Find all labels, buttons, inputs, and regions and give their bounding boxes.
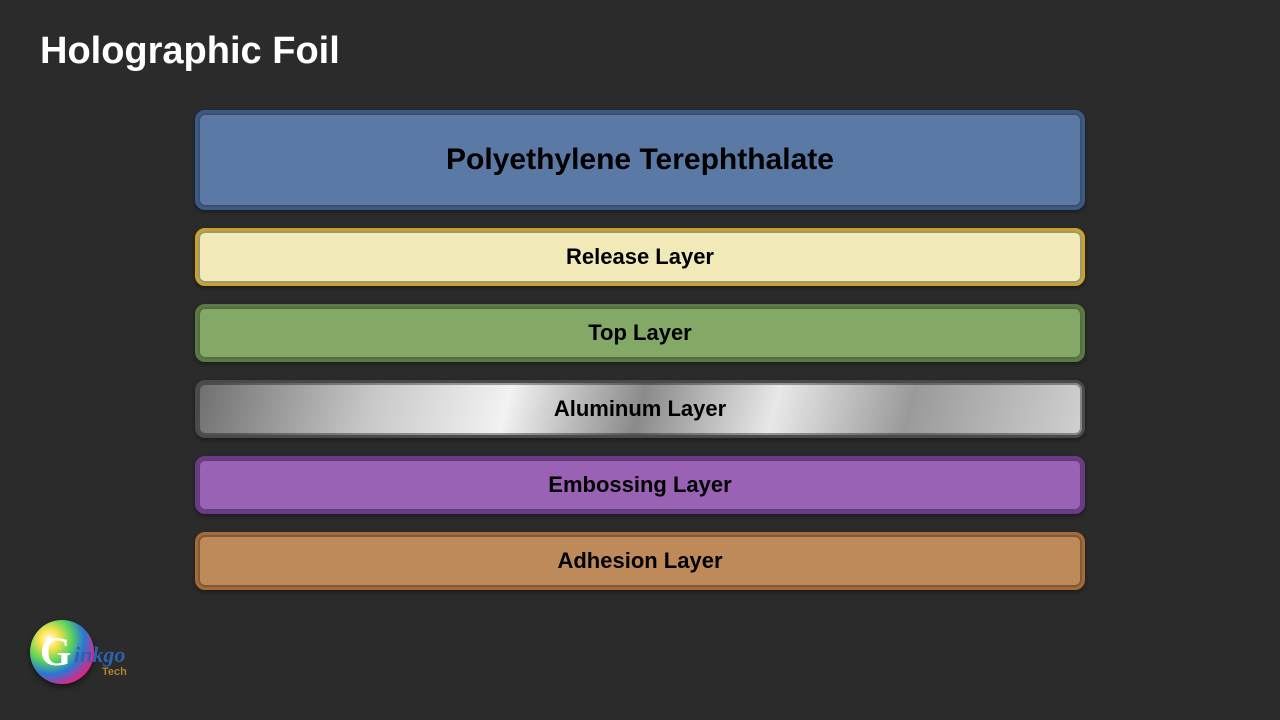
layer-label: Adhesion Layer [557, 548, 722, 574]
layer-aluminum: Aluminum Layer [195, 380, 1085, 438]
layer-embossing: Embossing Layer [195, 456, 1085, 514]
layer-top: Top Layer [195, 304, 1085, 362]
logo-letter: G [40, 628, 71, 675]
layer-adhesion: Adhesion Layer [195, 532, 1085, 590]
layer-label: Aluminum Layer [554, 396, 726, 422]
page-title: Holographic Foil [40, 30, 340, 73]
logo-text: inkgo [74, 642, 125, 668]
layer-release: Release Layer [195, 228, 1085, 286]
layer-stack: Polyethylene Terephthalate Release Layer… [195, 110, 1085, 590]
logo-subtext: Tech [102, 666, 127, 678]
layer-label: Top Layer [588, 320, 692, 346]
layer-label: Polyethylene Terephthalate [446, 143, 834, 177]
layer-label: Embossing Layer [548, 472, 731, 498]
layer-pet: Polyethylene Terephthalate [195, 110, 1085, 210]
brand-logo: G inkgo Tech [30, 620, 120, 700]
layer-label: Release Layer [566, 244, 714, 270]
